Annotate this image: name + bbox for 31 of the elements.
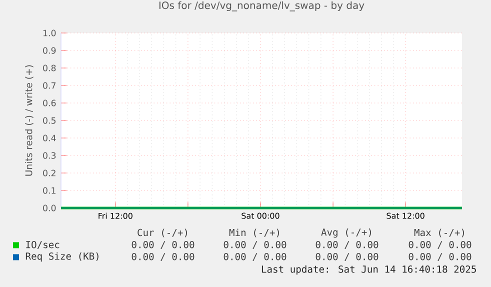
text: 0.00 / 0.00 (132, 252, 194, 262)
y-tick-label: 0.9 (43, 47, 56, 54)
y-tick-label: 0.6 (43, 100, 56, 106)
text: 0.00 / 0.00 (316, 240, 378, 250)
y-tick-label: 0.2 (43, 170, 56, 176)
y-tick-label: 0.0 (43, 204, 56, 212)
text: 0.00 / 0.00 (224, 252, 286, 262)
text: 0.00 / 0.00 (408, 240, 472, 250)
text: 0.00 / 0.00 (224, 240, 286, 250)
x-tick-label: Fri 12:00 (98, 212, 132, 219)
text: Cur (-/+) (138, 228, 188, 238)
y-axis-title: Units read (-) / write (+) (25, 65, 34, 176)
text: 0.00 / 0.00 (408, 252, 472, 262)
legend-label: IO/sec (26, 240, 60, 250)
text: Max (-/+) (414, 228, 464, 238)
x-tick-label: Sat 00:00 (242, 212, 280, 219)
y-tick-label: 0.3 (43, 152, 56, 159)
y-tick-label: 0.4 (43, 134, 56, 142)
text: Last update: Sat Jun 14 16:40:18 2025 (262, 265, 476, 275)
y-tick-label: 0.7 (43, 82, 56, 89)
text: Avg (-/+) (321, 228, 372, 238)
y-tick-label: 0.5 (43, 117, 56, 124)
y-tick-label: 0.8 (43, 64, 56, 72)
text: 0.00 / 0.00 (132, 240, 194, 250)
y-tick-label: 1.0 (43, 30, 56, 36)
text: 0.00 / 0.00 (316, 252, 378, 262)
chart-title: IOs for /dev/vg_noname/lv_swap - by day (159, 1, 364, 12)
x-tick-label: Sat 12:00 (386, 212, 424, 219)
text: Min (-/+) (229, 228, 280, 238)
legend-label: Req Size (KB) (26, 252, 98, 262)
y-tick-label: 0.1 (43, 187, 56, 194)
